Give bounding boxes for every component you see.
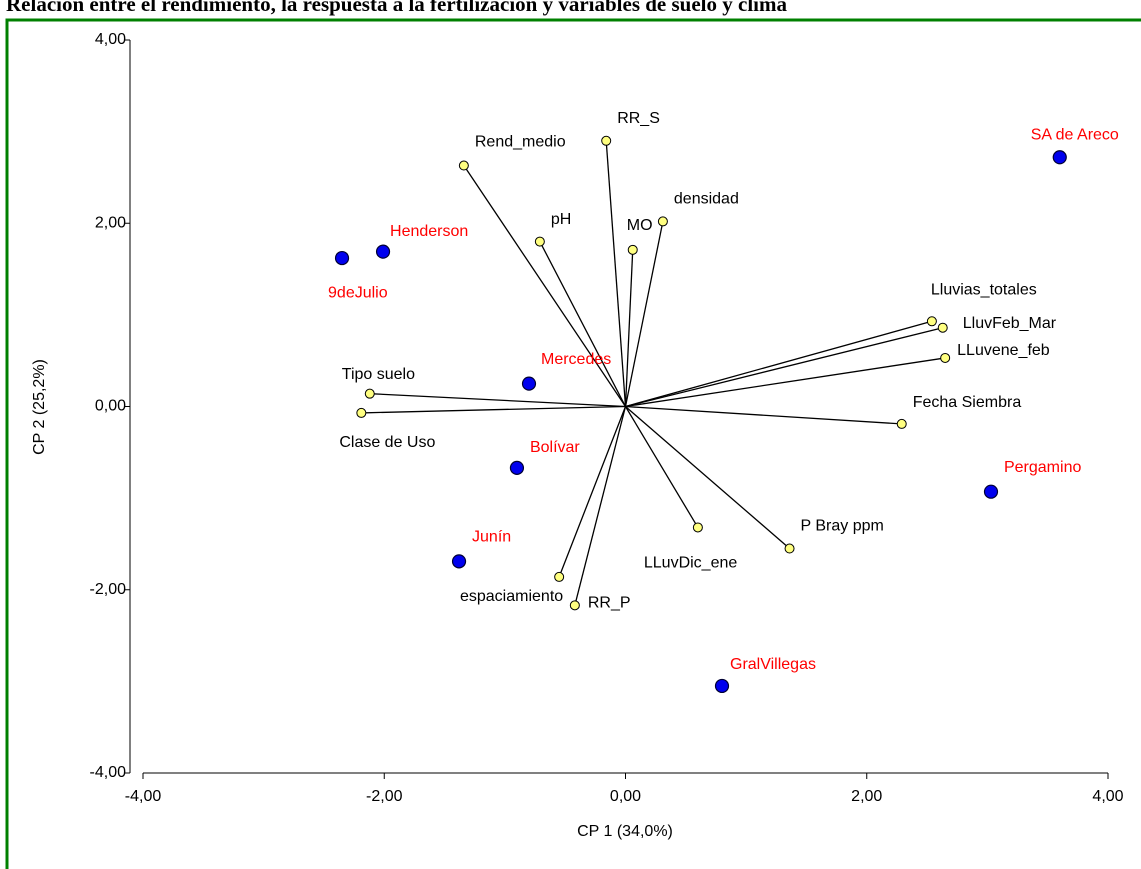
variable-label: LluvFeb_Mar [963, 315, 1057, 332]
variable-label: pH [551, 211, 571, 228]
variable-point [940, 352, 951, 363]
observation-label: GralVillegas [730, 656, 816, 673]
y-tick-label: 0,00 [95, 398, 126, 415]
loading-vector [624, 249, 634, 407]
observation-point [375, 244, 391, 259]
variable-point [657, 216, 668, 227]
loading-vector [624, 406, 699, 528]
variable-label: Lluvias_totales [931, 282, 1037, 299]
y-tick-label: 4,00 [95, 31, 126, 48]
variable-label: LLuvene_feb [957, 342, 1050, 359]
loading-vector [625, 320, 933, 408]
variable-point [569, 600, 580, 611]
observation-point [714, 678, 730, 694]
variable-label: Fecha Siembra [913, 394, 1022, 411]
loading-vector [574, 406, 627, 606]
observation-point [521, 376, 537, 391]
y-axis-label: CP 2 (25,2%) [31, 359, 48, 455]
x-tick-label: 0,00 [610, 788, 641, 805]
observation-point [334, 250, 350, 266]
loading-vector [369, 393, 626, 408]
observation-point [983, 484, 999, 499]
loading-vector [625, 405, 902, 425]
observation-point [451, 554, 467, 569]
variable-point [896, 418, 907, 429]
loading-vector [625, 357, 946, 408]
observation-label: Junín [472, 529, 511, 546]
loading-vector [625, 327, 943, 408]
x-tick-label: 2,00 [851, 788, 882, 805]
x-tick-label: -4,00 [125, 788, 162, 805]
observation-label: Mercedes [541, 351, 611, 368]
variable-point [692, 522, 703, 533]
variable-label: densidad [674, 191, 739, 208]
variable-point [356, 407, 367, 418]
observation-label: SA de Areco [1031, 126, 1119, 143]
frame [5, 18, 1141, 869]
loading-vector [539, 241, 627, 407]
loading-vector [624, 221, 664, 407]
loading-vector [361, 405, 626, 414]
y-tick-label: -2,00 [90, 581, 127, 598]
variable-point [364, 388, 375, 399]
variable-point [926, 316, 937, 327]
observation-label: 9deJulio [328, 284, 388, 301]
variable-label: MO [627, 217, 653, 234]
y-tick-label: 2,00 [95, 214, 126, 231]
variable-point [937, 322, 948, 333]
loading-vector [558, 406, 627, 578]
variable-label: Rend_medio [475, 134, 566, 151]
variable-point [627, 244, 638, 255]
x-tick-label: 4,00 [1092, 788, 1123, 805]
observation-label: Pergamino [1004, 459, 1081, 476]
variable-label: Clase de Uso [339, 434, 435, 451]
variable-point [601, 135, 612, 146]
x-axis-label: CP 1 (34,0%) [577, 823, 673, 840]
chart-title: Relación entre el rendimiento, la respue… [6, 0, 787, 16]
loading-vector [605, 140, 627, 407]
variable-label: LLuvDic_ene [644, 555, 738, 572]
observation-point [509, 460, 525, 475]
variable-label: RR_P [588, 595, 631, 612]
variable-label: P Bray ppm [801, 518, 884, 535]
variable-point [534, 236, 545, 247]
loading-vector [463, 165, 627, 407]
y-tick-label: -4,00 [90, 764, 127, 781]
observation-point [1052, 150, 1067, 165]
observation-label: Henderson [390, 223, 468, 240]
variable-label: RR_S [617, 110, 660, 127]
x-tick-label: -2,00 [366, 788, 403, 805]
observation-label: Bolívar [530, 439, 580, 456]
variable-point [554, 571, 565, 582]
variable-point [458, 160, 469, 171]
loading-vector [625, 406, 790, 550]
variable-point [784, 543, 795, 554]
variable-label: espaciamiento [460, 588, 563, 605]
variable-label: Tipo suelo [342, 366, 415, 383]
